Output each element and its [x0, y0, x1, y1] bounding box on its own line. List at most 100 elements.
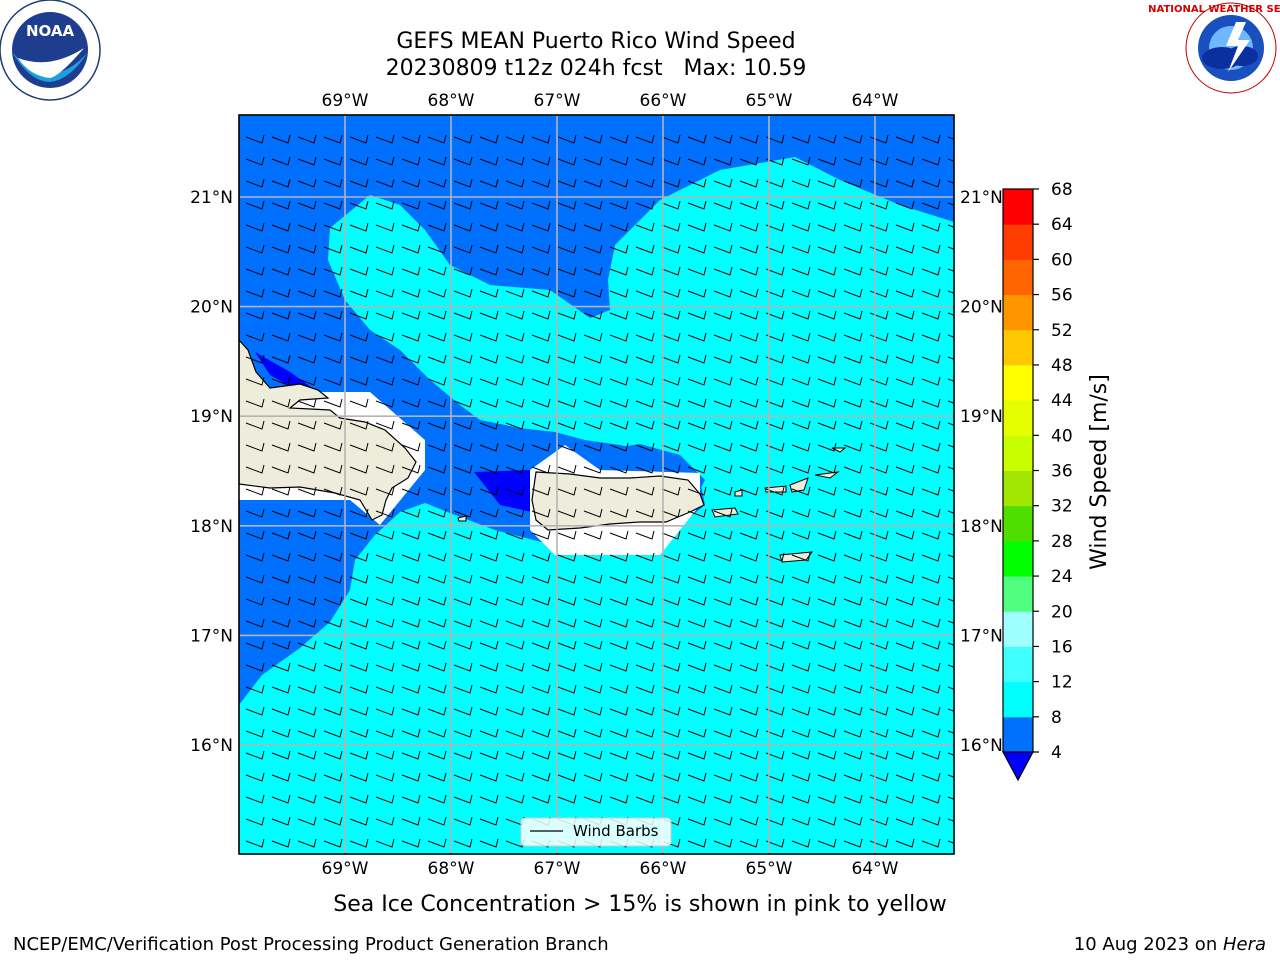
wind-barb — [375, 640, 395, 650]
wind-barb — [687, 772, 707, 782]
wind-barb — [531, 486, 551, 496]
wind-barb — [661, 178, 681, 188]
wind-barb — [661, 420, 681, 430]
noaa-logo-text: NOAA — [26, 22, 75, 40]
lon-label-top: 67°W — [534, 91, 581, 111]
wind-barb — [687, 332, 707, 342]
wind-barb — [765, 376, 785, 386]
wind-barb — [713, 288, 733, 298]
wind-barb — [375, 310, 395, 320]
wind-barb — [843, 794, 863, 804]
wind-barb — [895, 750, 915, 760]
wind-barb — [791, 420, 811, 430]
wind-barb — [375, 332, 395, 342]
wind-barb — [765, 750, 785, 760]
wind-barb — [453, 728, 473, 738]
wind-barb — [609, 508, 629, 518]
wind-barb — [531, 772, 551, 782]
wind-barb — [323, 398, 343, 408]
wind-barb — [479, 530, 499, 540]
wind-barb — [895, 486, 915, 496]
wind-barb — [583, 662, 603, 672]
wind-barb — [921, 574, 941, 584]
wind-barb — [401, 266, 421, 276]
wind-barb — [401, 596, 421, 606]
wind-barb — [895, 134, 915, 144]
wind-barb — [479, 398, 499, 408]
wind-barb — [687, 420, 707, 430]
wind-barb — [401, 728, 421, 738]
wind-barb — [453, 200, 473, 210]
wind-barb — [375, 486, 395, 496]
wind-barb — [479, 134, 499, 144]
wind-barb — [895, 288, 915, 298]
wind-barb — [713, 574, 733, 584]
wind-barb — [271, 398, 291, 408]
wind-barb — [635, 750, 655, 760]
wind-barb — [687, 838, 707, 848]
wind-barb — [609, 376, 629, 386]
colorbar-tick-label: 24 — [1051, 567, 1073, 587]
wind-barb — [375, 200, 395, 210]
wind-barb — [791, 816, 811, 826]
wind-barb — [687, 442, 707, 452]
wind-barb — [661, 662, 681, 672]
colorbar-tick-label: 32 — [1051, 497, 1073, 517]
wind-barb — [297, 420, 317, 430]
wind-barb — [323, 310, 343, 320]
wind-barb — [765, 310, 785, 320]
wind-barb — [713, 354, 733, 364]
wind-barb — [843, 442, 863, 452]
wind-barb — [349, 772, 369, 782]
lat-label-left: 19°N — [190, 407, 233, 427]
colorbar-label: Wind Speed [m/s] — [1087, 374, 1112, 570]
wind-barb — [921, 222, 941, 232]
wind-barb — [245, 464, 265, 474]
wind-barb — [375, 618, 395, 628]
wind-barb — [817, 398, 837, 408]
wind-barb — [843, 200, 863, 210]
colorbar-segment — [1003, 294, 1033, 331]
wind-barb — [713, 420, 733, 430]
wind-barb — [505, 310, 525, 320]
wind-barb — [531, 310, 551, 320]
lat-label-right: 19°N — [960, 407, 1003, 427]
wind-barb — [713, 266, 733, 276]
wind-barb — [713, 750, 733, 760]
lat-lon-grid — [239, 115, 954, 854]
wind-barb — [817, 728, 837, 738]
wind-barb — [843, 376, 863, 386]
wind-barb — [843, 244, 863, 254]
wind-barb — [817, 684, 837, 694]
wind-barb — [635, 376, 655, 386]
wind-barb — [583, 332, 603, 342]
wind-barb — [349, 266, 369, 276]
wind-barb — [479, 640, 499, 650]
wind-barb — [349, 420, 369, 430]
wind-barb — [375, 574, 395, 584]
wind-barb — [297, 376, 317, 386]
wind-barb — [557, 794, 577, 804]
wind-barb — [817, 200, 837, 210]
wind-barb — [505, 596, 525, 606]
wind-barb — [505, 574, 525, 584]
wind-barb — [687, 750, 707, 760]
wind-barb — [479, 662, 499, 672]
wind-barb — [635, 266, 655, 276]
wind-barb — [765, 266, 785, 276]
wind-barb — [661, 552, 681, 562]
wind-barb — [375, 442, 395, 452]
wind-barb — [271, 574, 291, 584]
wind-barb — [427, 530, 447, 540]
wind-barb — [661, 750, 681, 760]
wind-barb — [479, 794, 499, 804]
wind-barb — [895, 662, 915, 672]
wind-barb — [401, 222, 421, 232]
wind-barb — [713, 376, 733, 386]
wind-barb — [557, 420, 577, 430]
wind-barb — [661, 310, 681, 320]
colorbar-tick-label: 16 — [1051, 637, 1073, 657]
wind-barb — [791, 156, 811, 166]
wind-barb — [661, 728, 681, 738]
